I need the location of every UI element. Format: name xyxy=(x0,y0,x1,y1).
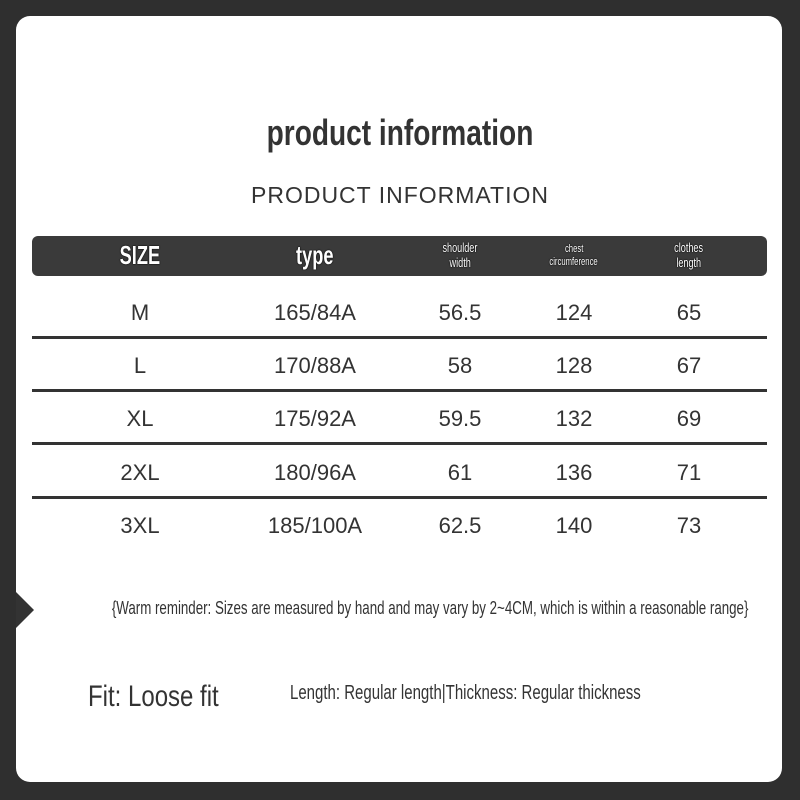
cell-type: 170/88A xyxy=(274,353,356,378)
cell-size: 3XL xyxy=(120,513,160,538)
cell-shoulder-width: 62.5 xyxy=(438,513,482,538)
row-divider xyxy=(32,496,767,499)
table-row: 3XL 185/100A 62.5 140 73 xyxy=(32,499,767,552)
header-clothes-length: clothes length xyxy=(639,236,739,276)
cell-chest-circumference: 128 xyxy=(555,353,593,378)
cell-size: XL xyxy=(126,406,154,431)
cell-size: 2XL xyxy=(120,460,160,485)
table-row: XL 175/92A 59.5 132 69 xyxy=(32,392,767,445)
page-title: product information xyxy=(0,112,800,154)
cell-chest-circumference: 132 xyxy=(555,406,593,431)
length-thickness-label: Length: Regular length|Thickness: Regula… xyxy=(290,682,641,704)
header-shoulder-width: shoulder width xyxy=(410,236,510,276)
cell-type: 185/100A xyxy=(267,513,363,538)
header-type-label: type xyxy=(296,240,334,271)
cell-clothes-length: 71 xyxy=(676,460,702,485)
cell-chest-circumference: 124 xyxy=(555,300,593,325)
row-divider xyxy=(32,336,767,339)
row-divider xyxy=(32,389,767,392)
table-row: L 170/88A 58 128 67 xyxy=(32,339,767,392)
warm-reminder: {Warm reminder: Sizes are measured by ha… xyxy=(0,598,800,619)
cell-type: 175/92A xyxy=(274,406,356,431)
cell-clothes-length: 67 xyxy=(676,353,702,378)
header-size: SIZE xyxy=(90,236,190,276)
header-line1: clothes xyxy=(674,240,704,256)
cell-chest-circumference: 136 xyxy=(555,460,593,485)
page-subtitle: PRODUCT INFORMATION xyxy=(251,182,549,208)
table-row: 2XL 180/96A 61 136 71 xyxy=(32,446,767,499)
arrow-marker-icon xyxy=(16,592,34,628)
header-line2: length xyxy=(676,255,702,270)
cell-shoulder-width: 58 xyxy=(447,353,473,378)
header-line1: chest xyxy=(564,243,584,256)
table-row: M 165/84A 56.5 124 65 xyxy=(32,286,767,339)
cell-clothes-length: 65 xyxy=(676,300,702,325)
fit-label: Fit: Loose fit xyxy=(88,680,219,713)
cell-shoulder-width: 56.5 xyxy=(438,300,482,325)
header-size-label: SIZE xyxy=(119,240,161,271)
row-divider xyxy=(32,442,767,445)
cell-type: 180/96A xyxy=(274,460,356,485)
cell-shoulder-width: 59.5 xyxy=(438,406,482,431)
header-line2: width xyxy=(449,255,471,270)
cell-chest-circumference: 140 xyxy=(555,513,593,538)
product-info-card xyxy=(16,16,782,782)
cell-shoulder-width: 61 xyxy=(447,460,473,485)
cell-clothes-length: 69 xyxy=(676,406,702,431)
cell-clothes-length: 73 xyxy=(676,513,702,538)
cell-type: 165/84A xyxy=(274,300,356,325)
header-type: type xyxy=(265,236,365,276)
cell-size: L xyxy=(133,353,147,378)
header-line2: circumference xyxy=(549,256,599,268)
title-text: product information xyxy=(266,112,534,153)
header-chest-circumference: chest circumference xyxy=(514,236,634,276)
table-header-bar xyxy=(32,236,767,276)
header-line1: shoulder xyxy=(442,240,478,256)
warm-reminder-text: {Warm reminder: Sizes are measured by ha… xyxy=(111,598,749,618)
cell-size: M xyxy=(130,300,150,325)
